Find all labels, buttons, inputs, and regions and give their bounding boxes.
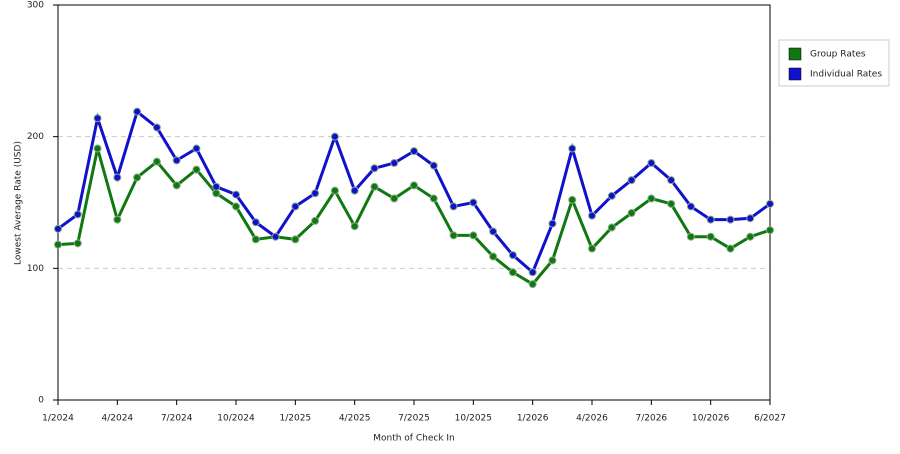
data-point [410,181,418,190]
data-point [686,202,695,211]
data-point [113,215,122,224]
x-tick-label: 7/2024 [161,414,193,424]
x-tick-label: 4/2025 [339,414,371,424]
data-point [667,176,676,185]
data-point [508,268,517,277]
data-point [548,256,557,265]
data-point [133,173,142,182]
data-point [93,144,102,153]
data-point [766,199,774,208]
x-tick-label: 10/2026 [692,414,730,424]
data-point [607,223,616,232]
data-point [192,144,201,153]
data-point [469,231,478,240]
x-tick-label: 4/2026 [576,414,608,424]
x-tick-label: 4/2024 [101,414,133,424]
data-point [647,194,656,203]
y-tick-label: 200 [27,132,44,142]
data-point [746,214,755,223]
data-point [350,222,359,231]
legend-label: Group Rates [810,50,866,60]
x-tick-label: 1/2024 [42,414,74,424]
x-tick-label: 10/2025 [455,414,492,424]
series-line [57,109,771,275]
data-point [627,176,636,185]
data-point [192,165,201,174]
data-point [726,215,735,224]
data-point [508,251,517,260]
data-point [429,194,438,203]
data-point [251,235,260,244]
data-point [766,226,774,235]
x-tick-label: 1/2025 [279,414,311,424]
legend-swatch [788,67,802,81]
data-point [568,195,577,204]
data-point [152,157,161,166]
data-point [469,198,478,207]
y-tick-label: 300 [27,1,44,11]
data-point [73,239,82,248]
data-point [588,244,596,253]
x-tick-label: 7/2025 [398,414,430,424]
data-point [251,218,260,227]
data-point [311,216,320,225]
data-point [429,161,438,170]
data-point [667,199,676,208]
data-point [350,186,359,195]
legend-label: Individual Rates [810,70,882,80]
data-point [311,189,320,198]
y-axis-label: Lowest Average Rate (USD) [14,141,24,265]
data-point [686,232,695,241]
data-point [152,123,161,132]
data-point [588,211,596,220]
data-point [330,186,339,195]
data-point [54,224,62,233]
data-point [726,244,735,253]
data-point [390,194,399,203]
data-point [291,235,300,244]
data-point [370,182,379,191]
data-point [548,219,557,228]
data-point [647,159,656,167]
data-point [271,232,280,241]
data-point [489,227,498,236]
data-point [489,252,498,261]
data-point [133,107,142,116]
x-axis-label: Month of Check In [373,434,455,444]
data-point [706,232,715,241]
data-point [449,202,458,211]
data-point [449,231,458,240]
data-point [390,159,399,167]
data-point [172,181,181,190]
data-point [212,182,221,191]
x-tick-label: 6/2027 [754,414,786,424]
y-tick-label: 0 [38,396,44,406]
data-point [706,215,715,224]
data-point [291,202,300,211]
data-point [607,191,616,200]
data-point [172,156,181,165]
series-line [57,148,771,287]
data-point [370,164,379,173]
x-tick-label: 7/2026 [635,414,667,424]
legend-swatch [788,47,802,61]
data-point [528,280,537,289]
data-point [410,147,418,156]
data-point [627,209,636,218]
data-point [73,210,82,219]
data-point [93,114,102,123]
data-point [528,268,537,277]
data-point [232,202,240,211]
data-point [113,173,122,182]
y-tick-label: 100 [27,264,44,274]
data-point [746,232,755,241]
data-point [568,144,577,153]
data-point [212,189,221,198]
data-point [54,240,62,249]
x-tick-label: 1/2026 [517,414,549,424]
data-point [232,190,240,199]
x-tick-label: 10/2024 [217,414,255,424]
data-point [330,132,339,141]
